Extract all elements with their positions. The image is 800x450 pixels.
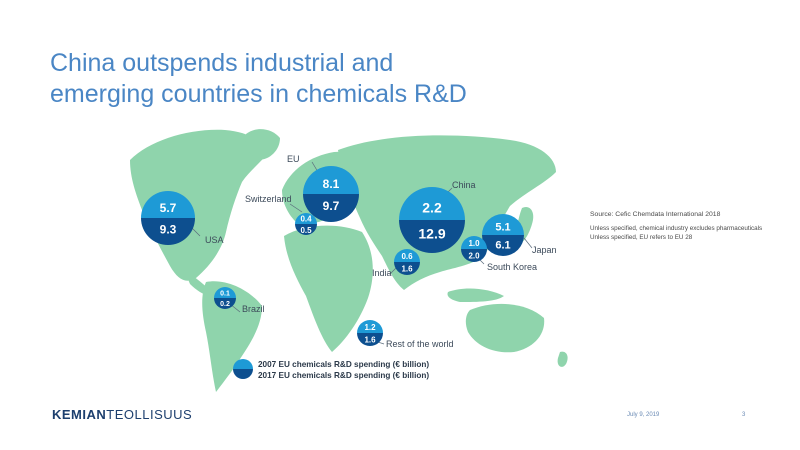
source-line: Source: Cefic Chemdata International 201… [590, 211, 721, 218]
value-2007: 5.7 [160, 201, 177, 215]
logo-rest: TEOLLISUUS [106, 407, 193, 422]
bubble-2007-half [482, 214, 524, 235]
bubble-2017-half [482, 235, 524, 256]
source-note: Source: Cefic Chemdata International 201… [590, 210, 762, 242]
legend-bubble-icon [233, 359, 253, 379]
land-indonesia [447, 288, 504, 302]
label-switzerland: Switzerland [245, 194, 292, 204]
label-china: China [452, 180, 476, 190]
bubble-2007-half [141, 191, 195, 218]
bubble-south-korea: 1.02.0 [461, 236, 487, 262]
spending-bubbles: 5.79.38.19.70.40.52.212.9 5.16.11.02.00.6… [141, 166, 524, 346]
value-2007: 0.4 [300, 215, 312, 224]
value-2017: 1.6 [364, 335, 376, 344]
land-south-america [202, 281, 262, 392]
note-eu28: Unless specified, EU refers to EU 28 [590, 234, 693, 241]
bubble-2017-half [461, 249, 487, 262]
label-japan: Japan [532, 245, 557, 255]
legend-2007-half [233, 359, 253, 369]
value-2017: 2.0 [468, 251, 480, 260]
value-2007: 8.1 [323, 177, 340, 191]
connector-usa [191, 227, 201, 237]
land-africa [284, 225, 373, 352]
bubble-2017-half [303, 194, 359, 222]
value-2017: 9.3 [160, 223, 177, 237]
value-2007: 0.6 [401, 252, 413, 261]
bubble-2007-half [461, 236, 487, 249]
bubble-2017-half [357, 333, 383, 346]
bubble-japan: 5.1 6.1 [482, 214, 524, 256]
bubble-2007-half [399, 187, 465, 220]
bubble-2017-half [394, 262, 420, 275]
bubble-india: 0.61.6 [394, 249, 420, 275]
label-brazil: Brazil [242, 304, 265, 314]
bubble-eu: 8.1 9.7 [303, 166, 359, 222]
land-masses [130, 129, 568, 392]
bubble-2007-half [214, 287, 236, 298]
bubble-2007-half [357, 320, 383, 333]
page-number: 3 [742, 412, 746, 418]
bubble-2017-half [214, 298, 236, 309]
label-india: India [372, 268, 392, 278]
note-pharma: Unless specified, chemical industry excl… [590, 225, 763, 232]
slide-title-line-1: China outspends industrial and [50, 49, 394, 77]
connector-switzerland [289, 203, 303, 213]
label-eu: EU [287, 154, 300, 164]
company-logo: KEMIANTEOLLISUUS [52, 407, 192, 422]
land-greenland [245, 129, 280, 160]
value-2017: 1.6 [401, 264, 413, 273]
legend-2017: 2017 EU chemicals R&D spending (€ billio… [258, 371, 430, 380]
label-south-korea: South Korea [487, 262, 537, 272]
value-2017: 6.1 [495, 239, 510, 251]
bubble-2007-half [295, 213, 317, 224]
value-2007: 0.1 [220, 291, 230, 298]
value-2017: 9.7 [323, 199, 340, 213]
bubble-brazil: 0.10.2 [214, 287, 236, 309]
value-2007: 5.1 [495, 221, 510, 233]
value-2017: 0.5 [300, 226, 312, 235]
bubble-2007-half [303, 166, 359, 194]
value-2007: 1.0 [468, 239, 480, 248]
land-australia [465, 303, 545, 353]
region-labels: USA EU Switzerland China Japan South Kor… [205, 154, 557, 349]
connector-japan [523, 237, 533, 249]
bubble-switzerland: 0.40.5 [295, 213, 317, 235]
label-usa: USA [205, 235, 224, 245]
legend-2017-half [233, 369, 253, 379]
logo-bold: KEMIAN [52, 407, 107, 422]
value-2017: 0.2 [220, 301, 230, 308]
value-2007: 2.2 [422, 200, 442, 216]
bubble-rest-of-the-world: 1.21.6 [357, 320, 383, 346]
label-rest-of-world: Rest of the world [386, 339, 454, 349]
bubble-2017-half [399, 220, 465, 253]
value-2007: 1.2 [364, 323, 376, 332]
bubble-2017-half [295, 224, 317, 235]
bubble-usa: 5.7 9.3 [141, 191, 195, 245]
value-2017: 12.9 [418, 225, 445, 241]
slide-title-line-2: emerging countries in chemicals R&D [50, 80, 467, 108]
bubble-china: 2.2 12.9 [399, 187, 465, 253]
legend-2007: 2007 EU chemicals R&D spending (€ billio… [258, 360, 430, 369]
slide-title: China outspends industrial and emerging … [50, 48, 570, 110]
land-new-zealand [557, 351, 568, 367]
bubble-2007-half [394, 249, 420, 262]
bubble-2017-half [141, 218, 195, 245]
footer-date: July 9, 2019 [627, 412, 660, 418]
